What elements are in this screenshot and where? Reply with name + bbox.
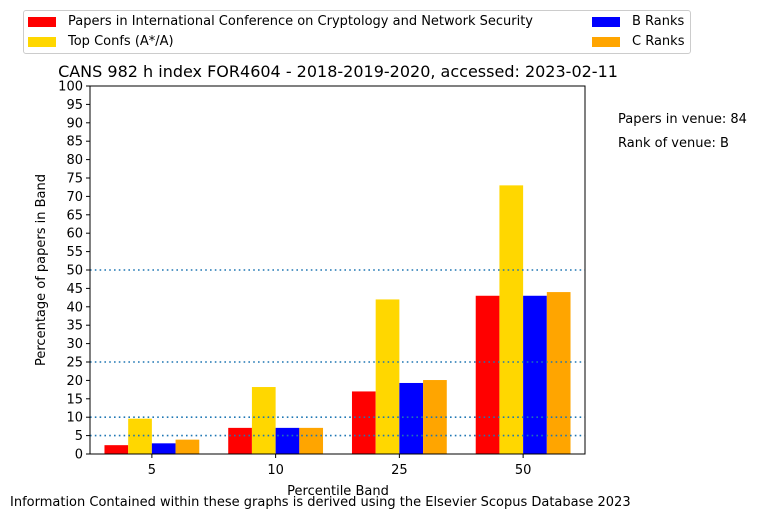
- bar-1-2: [375, 299, 400, 454]
- bar-2-3: [523, 295, 547, 454]
- bar-0-1: [228, 427, 252, 454]
- y-tick-label-17: 85: [66, 135, 83, 150]
- y-tick-label-12: 60: [66, 227, 83, 242]
- legend-swatch-b-ranks: [592, 17, 620, 27]
- legend-label-venue: Papers in International Conference on Cr…: [68, 14, 533, 29]
- y-tick-label-20: 100: [58, 80, 83, 95]
- x-tick-label-0: 5: [148, 463, 156, 478]
- y-tick-label-3: 15: [66, 392, 83, 407]
- chart-title: CANS 982 h index FOR4604 - 2018-2019-202…: [58, 62, 618, 81]
- y-tick-label-7: 35: [66, 319, 83, 334]
- y-tick-label-2: 10: [66, 411, 83, 426]
- bar-1-3: [499, 185, 524, 455]
- bar-3-3: [546, 292, 571, 454]
- legend-label-b-ranks: B Ranks: [632, 14, 685, 29]
- legend-swatch-c-ranks: [592, 37, 620, 47]
- legend-label-c-ranks: C Ranks: [632, 34, 685, 49]
- papers-in-venue-note: Papers in venue: 84: [618, 112, 747, 127]
- y-tick-label-13: 65: [66, 208, 83, 223]
- plot-area: 0 5 10 15 20 25 30 35 40 45 50 55 60 65 70 75 80 85 90 95 10…: [58, 80, 586, 478]
- x-tick-label-2: 25: [391, 463, 408, 478]
- y-tick-label-6: 30: [66, 337, 83, 352]
- bar-0-2: [351, 391, 376, 454]
- bar-1-1: [251, 387, 276, 454]
- bar-2-1: [275, 427, 300, 454]
- y-tick-label-8: 40: [66, 300, 83, 315]
- y-tick-label-15: 75: [66, 172, 83, 187]
- bar-2-0: [151, 443, 176, 454]
- bar-1-0: [128, 418, 152, 454]
- bar-0-0: [104, 445, 129, 454]
- legend-swatch-top-confs: [28, 37, 56, 47]
- y-tick-label-1: 5: [75, 429, 83, 444]
- y-tick-label-9: 45: [66, 282, 83, 297]
- legend-label-top-confs: Top Confs (A*/A): [68, 34, 174, 49]
- bar-0-3: [475, 295, 500, 454]
- y-tick-label-19: 95: [66, 98, 83, 113]
- x-axis-label: Percentile Band: [287, 484, 389, 499]
- y-tick-label-11: 55: [66, 245, 83, 260]
- bar-3-1: [299, 427, 324, 454]
- source-footer: Information Contained within these graph…: [10, 495, 631, 510]
- rank-of-venue-note: Rank of venue: B: [618, 136, 729, 151]
- legend-swatch-venue: [28, 17, 56, 27]
- x-tick-label-3: 50: [515, 463, 532, 478]
- y-tick-label-5: 25: [66, 356, 83, 371]
- y-tick-label-14: 70: [66, 190, 83, 205]
- bar-2-2: [399, 382, 424, 454]
- y-tick-label-4: 20: [66, 374, 83, 389]
- y-tick-label-16: 80: [66, 153, 83, 168]
- x-tick-label-1: 10: [267, 463, 284, 478]
- bar-3-0: [175, 439, 200, 454]
- legend: Papers in International Conference on Cr…: [23, 10, 691, 54]
- y-tick-label-0: 0: [75, 448, 83, 463]
- y-axis-label: Percentage of papers in Band: [34, 174, 49, 366]
- y-tick-label-10: 50: [66, 264, 83, 279]
- y-tick-label-18: 90: [66, 116, 83, 131]
